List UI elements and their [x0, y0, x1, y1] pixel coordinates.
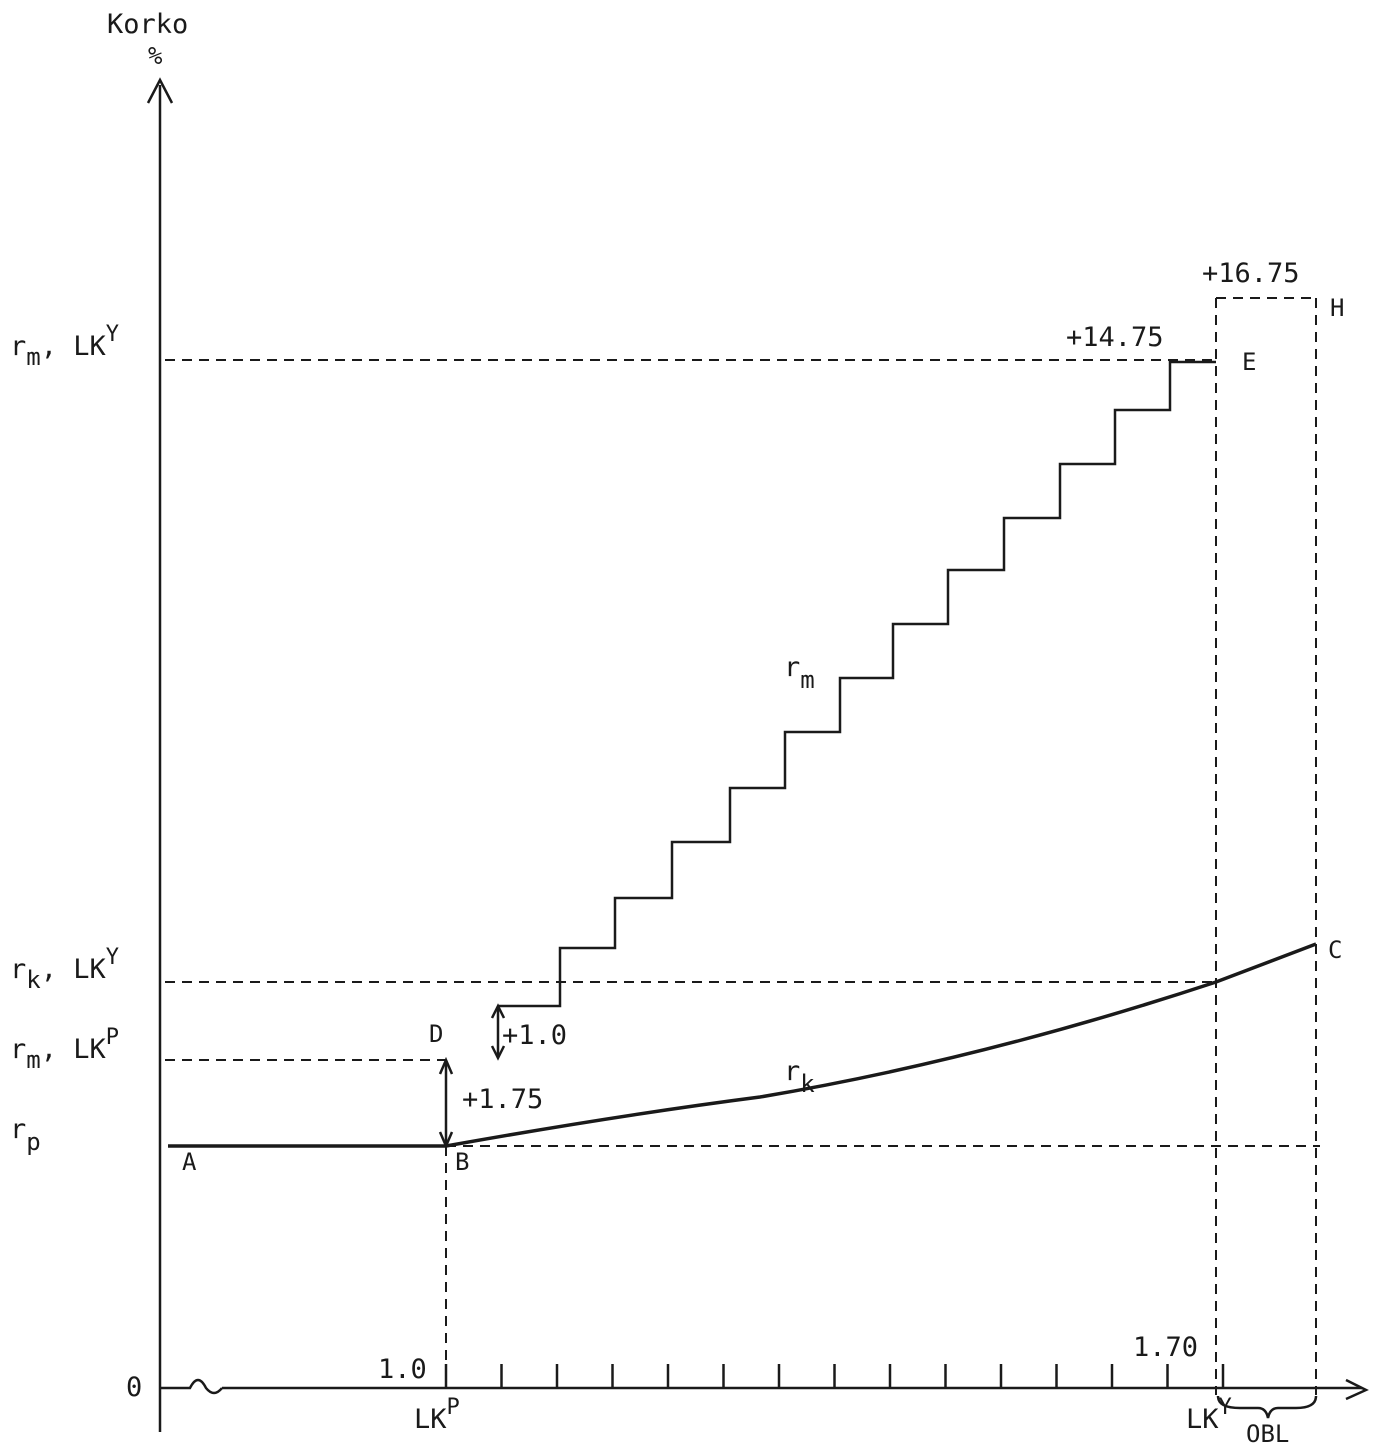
curve-label-rm: rm [784, 652, 815, 694]
arrow-1-75-head-top [438, 1056, 454, 1075]
point-h: H [1330, 294, 1344, 322]
label-rk-lky: rk, LKY [10, 945, 119, 994]
point-b: B [455, 1148, 469, 1176]
x-axis-arrow [1345, 1378, 1369, 1401]
point-c: C [1328, 936, 1342, 964]
point-a: A [182, 1148, 197, 1176]
arrow-1-0-head-top [490, 1003, 506, 1019]
annotation-plus-1-0: +1.0 [502, 1020, 567, 1051]
point-e: E [1242, 348, 1256, 376]
label-rp: rp [10, 1114, 41, 1156]
y-axis-arrow [146, 77, 174, 104]
tick-value-1-0: 1.0 [378, 1354, 427, 1385]
x-axis-ticks [444, 1364, 1225, 1388]
label-obl: OBL [1246, 1420, 1289, 1443]
y-axis-unit: % [148, 42, 163, 70]
rk-curve [445, 942, 1317, 1148]
annotation-plus-14-75: +14.75 [1066, 322, 1164, 353]
label-lky: LKY [1186, 1395, 1232, 1435]
annotation-plus-1-75: +1.75 [462, 1084, 543, 1115]
obl-brace [1216, 1395, 1318, 1419]
tick-value-1-70: 1.70 [1133, 1332, 1198, 1363]
point-d: D [429, 1020, 443, 1048]
curve-label-rk: rk [784, 1056, 815, 1098]
arrow-1-0-head-bottom [490, 1045, 506, 1061]
zero-label: 0 [126, 1372, 142, 1403]
rm-staircase [498, 360, 1216, 1008]
y-axis-title: Korko [107, 9, 188, 40]
annotation-plus-16-75: +16.75 [1202, 258, 1300, 289]
label-rm-lkp: rm, LKP [10, 1025, 119, 1074]
label-rm-lky: rm, LKY [10, 322, 119, 371]
label-lkp: LKP [414, 1395, 460, 1435]
x-axis-break [160, 1378, 223, 1395]
arrow-1-75-head-bottom [438, 1131, 454, 1150]
